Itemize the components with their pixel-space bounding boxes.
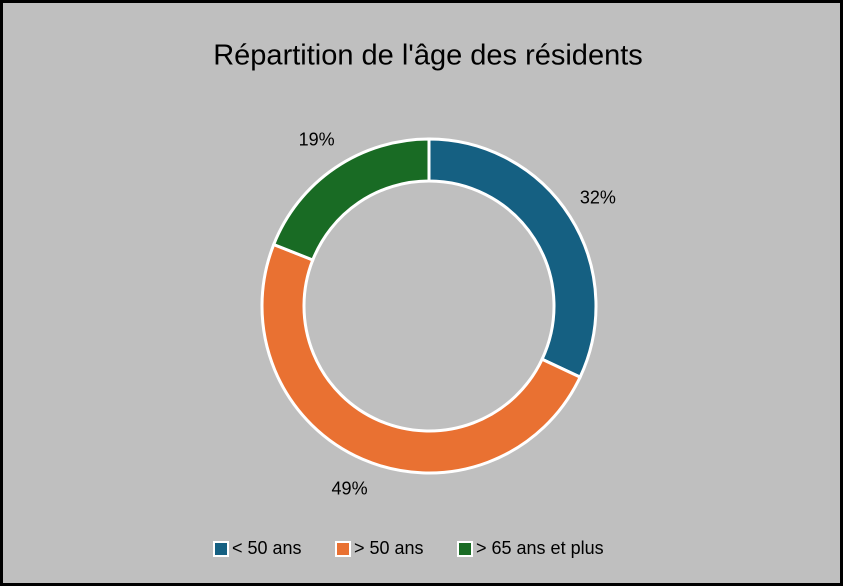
donut-segment xyxy=(271,137,431,262)
donut-segment xyxy=(427,137,598,380)
chart-title: Répartition de l'âge des résidents xyxy=(213,40,643,72)
donut-segment xyxy=(260,242,583,475)
data-label: 49% xyxy=(332,478,368,498)
legend-label: > 65 ans et plus xyxy=(476,538,604,558)
legend-swatch xyxy=(335,541,351,557)
legend-swatch xyxy=(213,541,229,557)
legend-label: > 50 ans xyxy=(354,538,424,558)
data-label: 32% xyxy=(580,188,616,208)
data-label: 19% xyxy=(299,129,335,149)
legend-swatch xyxy=(457,541,473,557)
legend-label: < 50 ans xyxy=(232,538,302,558)
